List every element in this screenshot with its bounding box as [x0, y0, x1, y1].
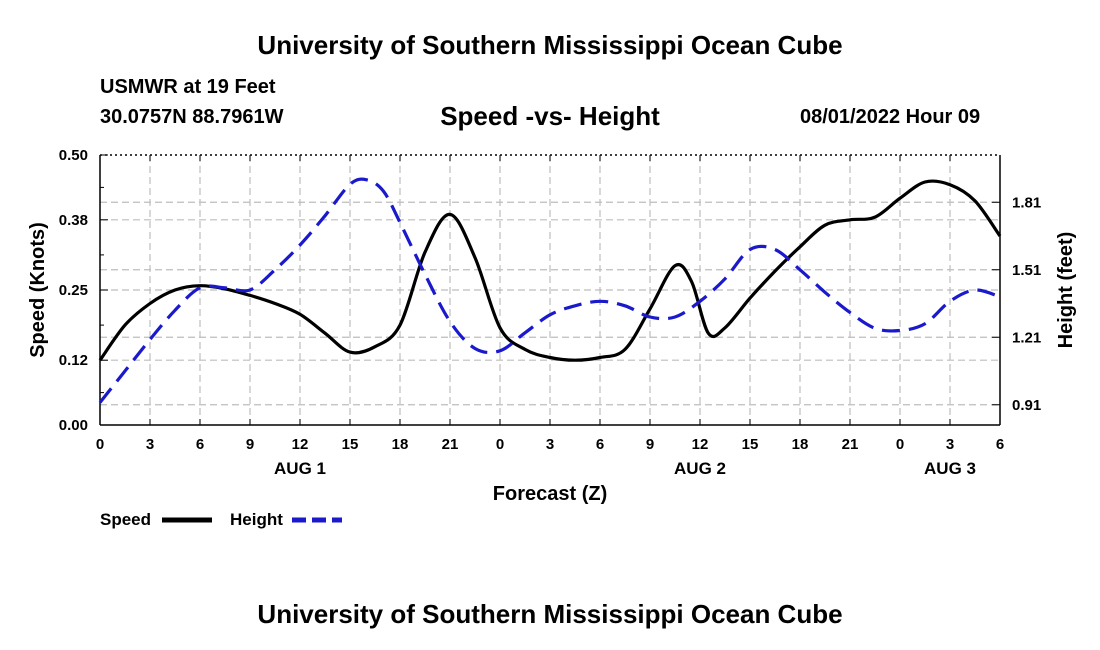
x-tick-label: 3	[546, 436, 554, 453]
y2-tick-label: 1.51	[1012, 262, 1041, 279]
x-tick-label: 3	[146, 436, 154, 453]
page-title: University of Southern Mississippi Ocean…	[257, 30, 843, 60]
y-axis-label: Speed (Knots)	[27, 222, 49, 358]
x-tick-label: 18	[392, 436, 409, 453]
x-tick-label: 6	[596, 436, 604, 453]
height-series-line	[98, 177, 1001, 404]
legend-speed-label: Speed	[100, 510, 151, 529]
y2-tick-label: 0.91	[1012, 397, 1041, 414]
y-tick-label: 0.50	[59, 147, 88, 164]
y-tick-label: 0.25	[59, 282, 88, 299]
legend-height-label: Height	[230, 510, 283, 529]
x-tick-label: 12	[292, 436, 309, 453]
y-tick-label: 0.00	[59, 417, 88, 434]
x-tick-label: 21	[442, 436, 459, 453]
x-tick-label: 21	[842, 436, 859, 453]
y-tick-label: 0.12	[59, 352, 88, 369]
y-tick-label: 0.38	[59, 212, 88, 229]
x-date-label: AUG 2	[674, 459, 726, 478]
x-tick-label: 0	[496, 436, 504, 453]
series-group	[98, 177, 1002, 404]
x-tick-label: 9	[646, 436, 654, 453]
x-tick-label: 15	[342, 436, 359, 453]
x-tick-label: 6	[996, 436, 1004, 453]
speed-series-line	[98, 179, 1002, 362]
x-tick-label: 12	[692, 436, 709, 453]
axes	[99, 154, 1001, 426]
x-axis-label: Forecast (Z)	[493, 483, 607, 505]
tick-labels: 0 3 6 9 12 15 18 21 0 3 6 9 12 15 18 21 0 3 6 AUG 1 AUG 2 AUG…	[59, 147, 1041, 478]
legend: Speed Height	[100, 510, 342, 529]
x-tick-label: 18	[792, 436, 809, 453]
station-coords: 30.0757N 88.7961W	[100, 106, 284, 128]
chart-title: Speed -vs- Height	[440, 101, 660, 131]
x-tick-label: 0	[96, 436, 104, 453]
x-tick-label: 3	[946, 436, 954, 453]
x-date-label: AUG 1	[274, 459, 326, 478]
x-tick-label: 9	[246, 436, 254, 453]
x-date-label: AUG 3	[924, 459, 976, 478]
x-tick-label: 15	[742, 436, 759, 453]
y2-axis-label: Height (feet)	[1055, 232, 1077, 349]
y2-tick-label: 1.21	[1012, 329, 1041, 346]
run-time: 08/01/2022 Hour 09	[800, 106, 981, 128]
x-tick-label: 6	[196, 436, 204, 453]
footer-title: University of Southern Mississippi Ocean…	[257, 599, 843, 629]
station-name: USMWR at 19 Feet	[100, 76, 276, 98]
y2-tick-label: 1.81	[1012, 194, 1041, 211]
x-tick-label: 0	[896, 436, 904, 453]
